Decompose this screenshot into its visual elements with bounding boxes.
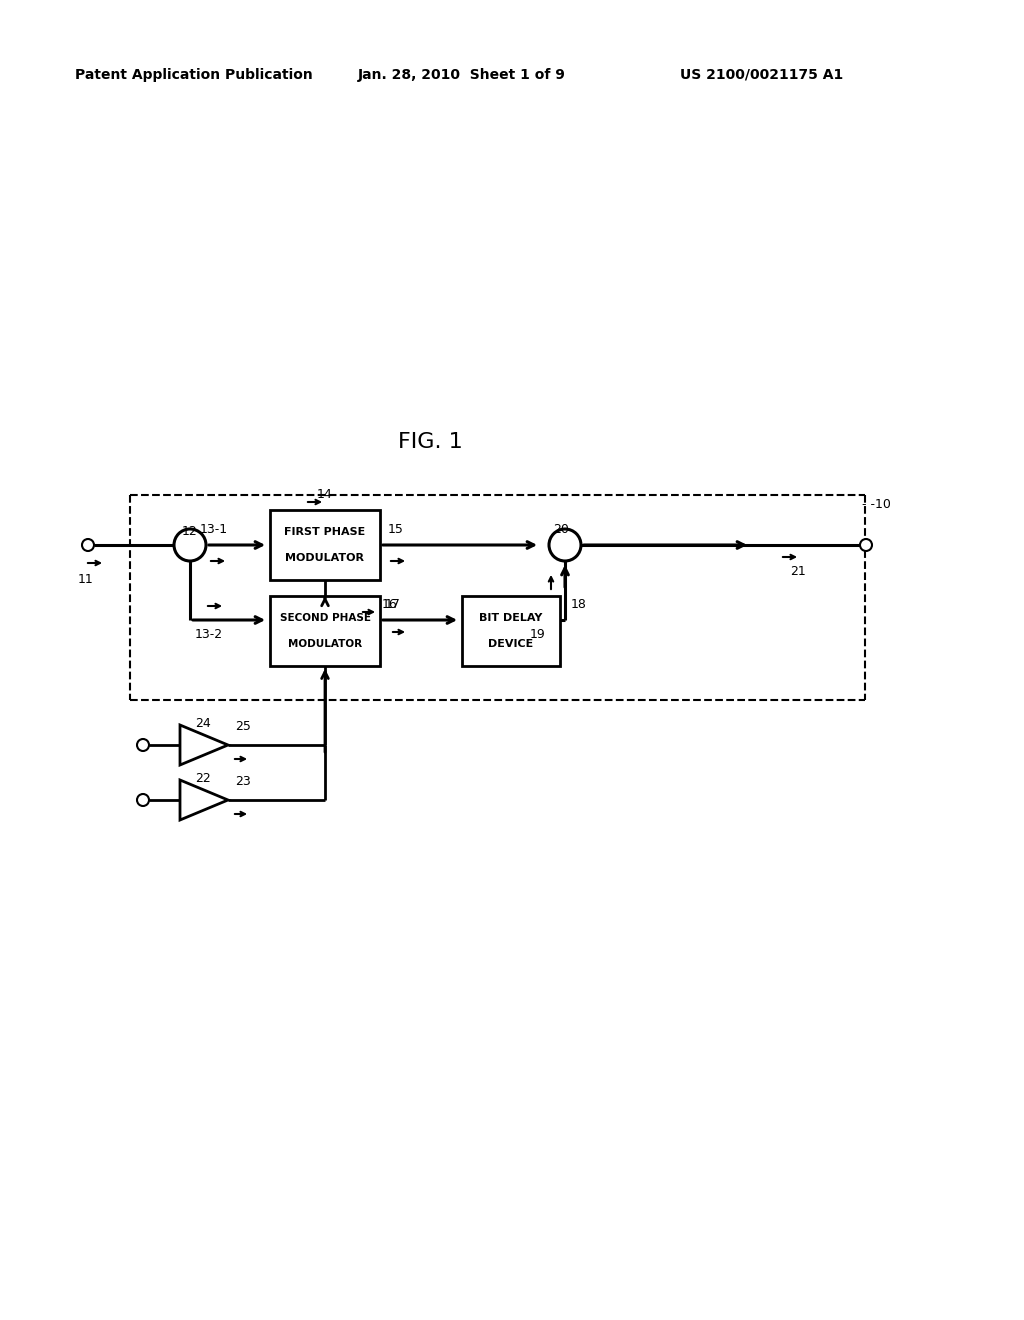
Text: 11: 11 [78, 573, 94, 586]
Text: SECOND PHASE: SECOND PHASE [280, 612, 371, 623]
Text: 18: 18 [571, 598, 587, 611]
Text: US 2100/0021175 A1: US 2100/0021175 A1 [680, 69, 843, 82]
Text: 16: 16 [382, 598, 397, 611]
Text: Jan. 28, 2010  Sheet 1 of 9: Jan. 28, 2010 Sheet 1 of 9 [358, 69, 566, 82]
Circle shape [82, 539, 94, 550]
Text: Patent Application Publication: Patent Application Publication [75, 69, 312, 82]
Text: 20: 20 [553, 523, 569, 536]
Text: 21: 21 [790, 565, 806, 578]
Text: 22: 22 [195, 772, 211, 785]
Text: 15: 15 [388, 523, 403, 536]
Circle shape [549, 529, 581, 561]
Polygon shape [180, 725, 228, 766]
Circle shape [137, 739, 150, 751]
Text: 13-2: 13-2 [195, 628, 223, 642]
Circle shape [137, 795, 150, 807]
Text: - -10: - -10 [862, 498, 891, 511]
Bar [462, 597, 560, 667]
Text: MODULATOR: MODULATOR [286, 553, 365, 564]
Text: 17: 17 [385, 598, 400, 611]
Text: 19: 19 [530, 628, 546, 642]
Text: BIT DELAY: BIT DELAY [479, 612, 543, 623]
Circle shape [174, 529, 206, 561]
Text: MODULATOR: MODULATOR [288, 639, 362, 649]
Text: FIG. 1: FIG. 1 [397, 432, 463, 451]
Text: 14: 14 [317, 488, 333, 502]
Text: 23: 23 [234, 775, 251, 788]
Text: DEVICE: DEVICE [488, 639, 534, 649]
Text: 25: 25 [234, 719, 251, 733]
Circle shape [860, 539, 872, 550]
Text: FIRST PHASE: FIRST PHASE [285, 527, 366, 537]
Polygon shape [180, 780, 228, 820]
Bar [270, 597, 380, 667]
Text: 13-1: 13-1 [200, 523, 228, 536]
Text: 12: 12 [182, 525, 198, 539]
Text: 24: 24 [195, 717, 211, 730]
Bar [270, 510, 380, 579]
